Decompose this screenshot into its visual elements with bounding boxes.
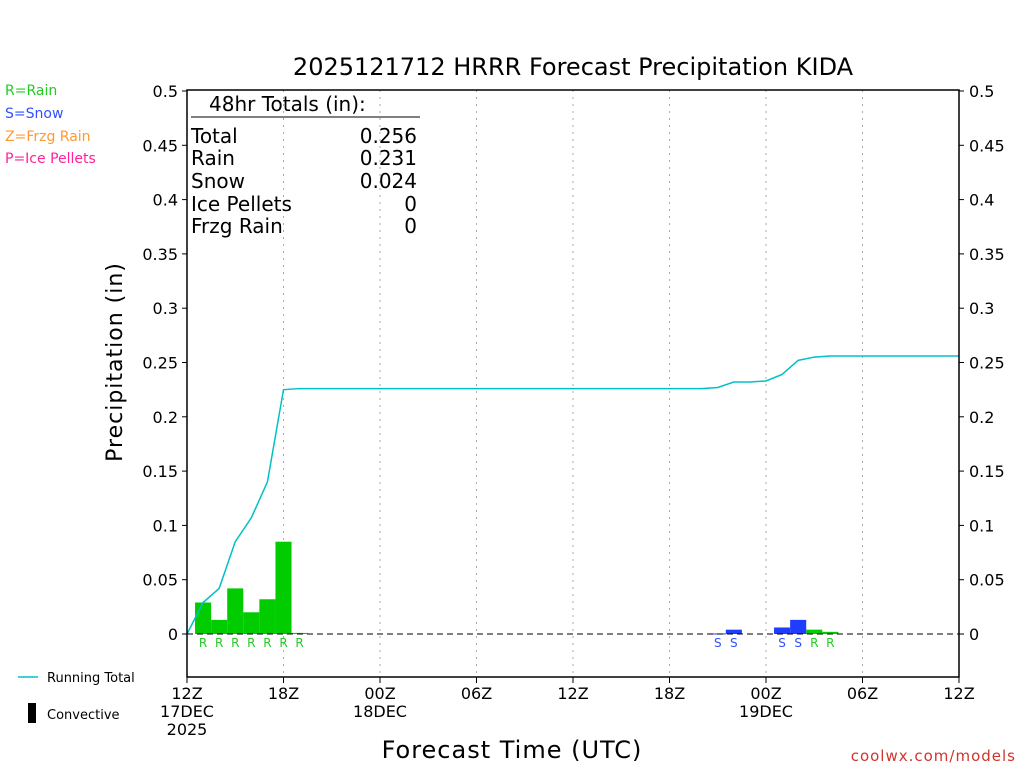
y-tick-label-right: 0.05 <box>969 571 1005 590</box>
x-axis-label: Forecast Time (UTC) <box>382 736 643 764</box>
credit-text: coolwx.com/models <box>851 747 1016 765</box>
bar-snow <box>774 627 791 634</box>
x-tick-label: 18Z <box>654 684 685 703</box>
ptype-letter: R <box>810 636 818 650</box>
ptype-letter: S <box>730 636 738 650</box>
y-tick-label-right: 0.5 <box>969 82 994 101</box>
bar-rain <box>211 619 228 634</box>
legend-ice: P=Ice Pellets <box>5 151 96 167</box>
y-tick-label: 0.1 <box>153 516 178 535</box>
running-total-polyline <box>186 355 959 635</box>
y-tick-label: 0.4 <box>153 191 178 210</box>
x-tick-label: 2025 <box>167 720 208 739</box>
y-tick-label-right: 0.2 <box>969 408 994 427</box>
y-tick-label-right: 0 <box>969 625 979 644</box>
bar-rain <box>195 602 212 634</box>
ptype-letter: R <box>826 636 834 650</box>
bar-rain <box>806 629 823 634</box>
y-tick-label: 0 <box>168 625 178 644</box>
bottom-legend: Running Total Convective <box>18 671 135 723</box>
bar-snow <box>725 629 742 634</box>
totals-label-ice: Ice Pellets <box>191 192 292 216</box>
convective-legend-label: Convective <box>47 708 120 723</box>
bar-rain <box>291 632 308 634</box>
running-total-legend-label: Running Total <box>47 671 135 686</box>
ptype-letter: R <box>295 636 303 650</box>
totals-label-rain: Rain <box>191 146 235 170</box>
totals-value-rain: 0.231 <box>360 146 417 170</box>
x-tick-label: 00Z <box>750 684 781 703</box>
ptype-letter: R <box>247 636 255 650</box>
bar-rain <box>275 541 292 634</box>
ptype-letter: S <box>778 636 786 650</box>
y-axis-right: 0 0.05 0.1 0.15 0.2 0.25 0.3 0.35 0.4 0.45 0.5 <box>959 82 1005 644</box>
x-tick-label: 06Z <box>847 684 878 703</box>
y-tick-label: 0.2 <box>153 408 178 427</box>
bar-snow <box>790 619 807 634</box>
y-tick-label: 0.05 <box>142 571 178 590</box>
ptype-letter: R <box>263 636 271 650</box>
legend-frzg: Z=Frzg Rain <box>5 129 91 145</box>
totals-box: 48hr Totals (in): Total 0.256 Rain 0.231… <box>190 92 420 238</box>
y-tick-label-right: 0.35 <box>969 245 1005 264</box>
x-tick-label: 06Z <box>461 684 492 703</box>
convective-swatch <box>28 703 36 723</box>
x-tick-label: 12Z <box>557 684 588 703</box>
totals-value-frzg: 0 <box>404 214 417 238</box>
y-tick-label: 0.5 <box>153 82 178 101</box>
y-tick-label: 0.3 <box>153 299 178 318</box>
bars <box>195 541 839 635</box>
bar-rain <box>243 612 260 634</box>
running-total-line <box>186 355 959 635</box>
y-tick-label-right: 0.1 <box>969 516 994 535</box>
totals-value-total: 0.256 <box>360 124 417 148</box>
totals-value-ice: 0 <box>404 192 417 216</box>
y-axis-left: 0 0.05 0.1 0.15 0.2 0.25 0.3 0.35 0.4 0.45 0.5 <box>142 82 187 644</box>
x-tick-label: 12Z <box>171 684 202 703</box>
totals-value-snow: 0.024 <box>360 169 417 193</box>
y-tick-label-right: 0.45 <box>969 136 1005 155</box>
x-tick-label: 19DEC <box>739 702 793 721</box>
y-tick-label-right: 0.3 <box>969 299 994 318</box>
y-tick-label: 0.15 <box>142 462 178 481</box>
x-tick-label: 17DEC <box>160 702 214 721</box>
totals-header: 48hr Totals (in): <box>209 92 366 116</box>
x-tick-label: 18Z <box>268 684 299 703</box>
legend-rain: R=Rain <box>5 83 57 99</box>
ptype-letter: R <box>279 636 287 650</box>
ptype-letter: S <box>714 636 722 650</box>
y-tick-label: 0.25 <box>142 354 178 373</box>
type-legend: R=Rain S=Snow Z=Frzg Rain P=Ice Pellets <box>5 83 96 167</box>
y-tick-label: 0.45 <box>142 136 178 155</box>
legend-snow: S=Snow <box>5 106 63 122</box>
x-tick-label: 00Z <box>364 684 395 703</box>
ptype-letter: R <box>215 636 223 650</box>
totals-label-total: Total <box>190 124 238 148</box>
y-axis-label: Precipitation (in) <box>103 262 128 462</box>
y-tick-label-right: 0.15 <box>969 462 1005 481</box>
bar-rain <box>259 599 276 634</box>
x-tick-label: 18DEC <box>353 702 407 721</box>
totals-label-snow: Snow <box>191 169 245 193</box>
ptype-letter: R <box>199 636 207 650</box>
y-tick-label-right: 0.4 <box>969 191 994 210</box>
ptype-letter: S <box>794 636 802 650</box>
y-tick-label: 0.35 <box>142 245 178 264</box>
ptype-letter: R <box>231 636 239 650</box>
x-tick-label: 12Z <box>943 684 974 703</box>
bar-rain <box>822 631 839 634</box>
totals-label-frzg: Frzg Rain <box>191 214 283 238</box>
y-tick-label-right: 0.25 <box>969 354 1005 373</box>
chart-title: 2025121712 HRRR Forecast Precipitation K… <box>293 53 854 81</box>
bar-rain <box>227 588 244 634</box>
